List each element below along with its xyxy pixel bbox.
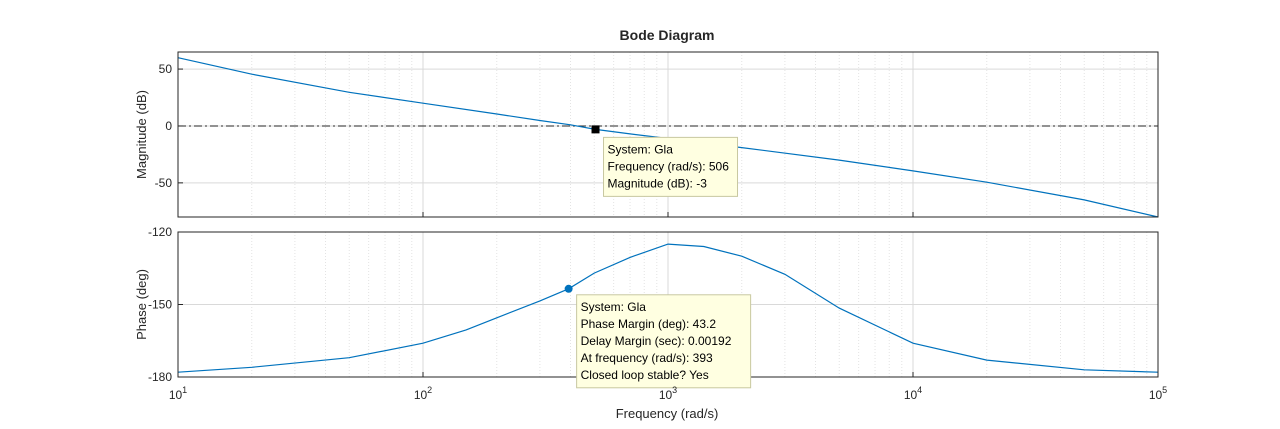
x-tick-label: 105: [1149, 385, 1167, 402]
magnitude-y-tick-label: 50: [159, 62, 173, 76]
phase-datatip: System: Gla Phase Margin (deg): 43.2 Delay…: [576, 294, 752, 389]
phase-series-line: [177, 243, 1159, 373]
x-tick-label: 103: [659, 385, 677, 402]
magnitude-datatip-line: System: Gla: [608, 142, 674, 156]
phase-datatip-line: Closed loop stable? Yes: [581, 368, 709, 382]
chart-title: Bode Diagram: [620, 27, 715, 43]
phase-panel: -120 -150 -180 Phase (deg) System: Gla Phase …: [134, 225, 1159, 389]
phase-y-tick-label: -180: [148, 370, 172, 384]
x-axis-labels: 101 102 103 104 105 Frequency (rad/s): [169, 385, 1167, 421]
magnitude-datatip-box: [603, 136, 739, 197]
phase-datatip-box: [576, 294, 752, 389]
phase-y-axis-label: Phase (deg): [134, 269, 149, 340]
x-tick-label: 102: [414, 385, 432, 402]
phase-datatip-marker: [564, 284, 573, 293]
magnitude-panel: 50 0 -50 Magnitude (dB) System: Gla Frequency…: [134, 51, 1159, 218]
magnitude-y-tick-label: -50: [155, 176, 173, 190]
magnitude-y-tick-label: 0: [165, 119, 172, 133]
phase-datatip-line: Phase Margin (deg): 43.2: [581, 317, 717, 331]
magnitude-datatip: System: Gla Frequency (rad/s): 506 Magnitu…: [603, 136, 739, 197]
phase-y-tick-label: -120: [148, 225, 172, 239]
x-tick-label: 104: [904, 385, 922, 402]
x-axis-label: Frequency (rad/s): [616, 406, 719, 421]
magnitude-axes-frame: [177, 51, 1159, 218]
phase-datatip-line: Delay Margin (sec): 0.00192: [581, 334, 732, 348]
phase-datatip-line: At frequency (rad/s): 393: [581, 351, 713, 365]
phase-datatip-line: System: Gla: [581, 300, 647, 314]
magnitude-series-line: [177, 57, 1159, 218]
magnitude-datatip-marker: [591, 125, 600, 134]
phase-y-tick-label: -150: [148, 298, 172, 312]
magnitude-datatip-line: Magnitude (dB): -3: [608, 176, 708, 190]
x-tick-label: 101: [169, 385, 187, 402]
magnitude-datatip-line: Frequency (rad/s): 506: [608, 159, 730, 173]
magnitude-y-axis-label: Magnitude (dB): [134, 90, 149, 179]
